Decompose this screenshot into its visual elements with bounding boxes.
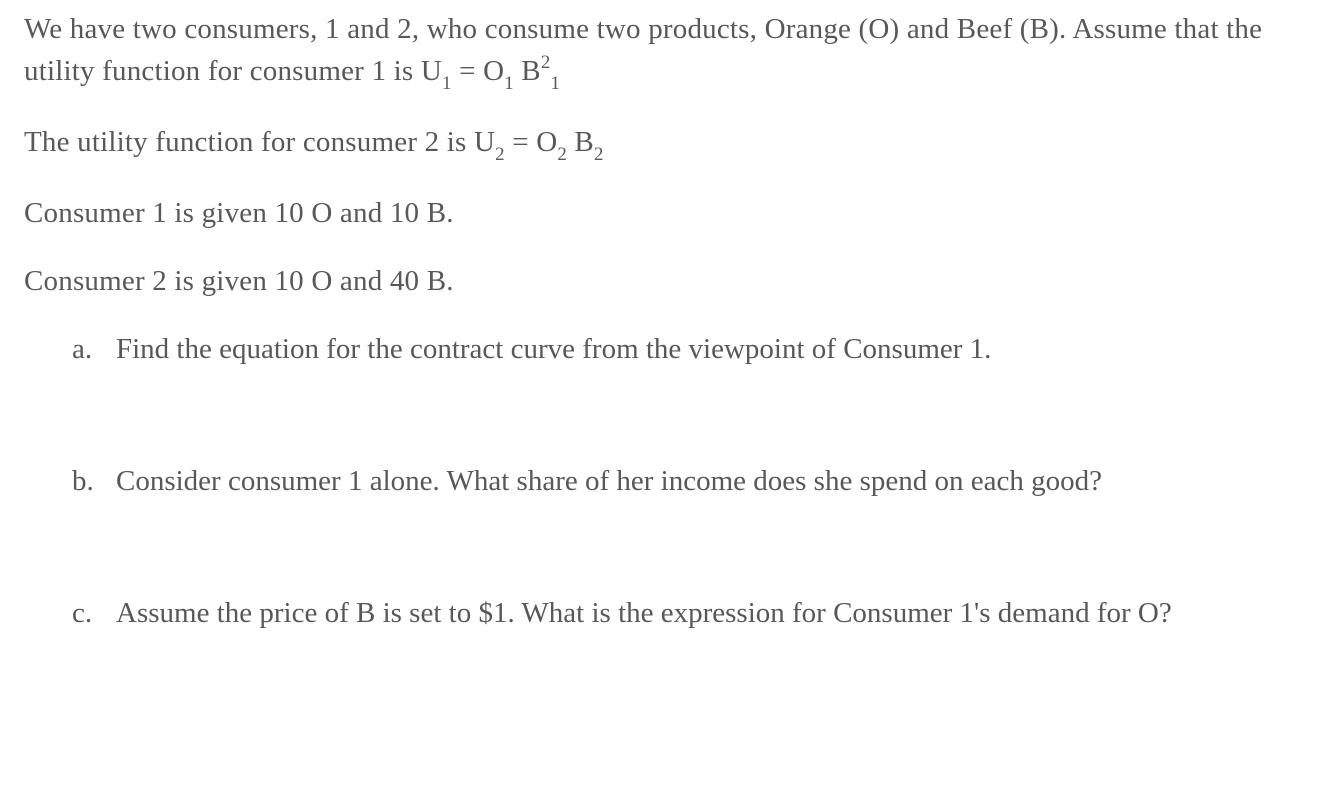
eq-u1-B: B bbox=[514, 55, 541, 87]
paragraph-intro-2: The utility function for consumer 2 is U… bbox=[24, 121, 1310, 166]
equation-u1: U1 = O1 B21 bbox=[421, 55, 560, 87]
eq-u2-eqO: = O bbox=[505, 126, 558, 158]
eq-u2-Osub: 2 bbox=[557, 144, 567, 165]
paragraph-endowment-1: Consumer 1 is given 10 O and 10 B. bbox=[24, 192, 1310, 234]
equation-u2: U2 = O2 B2 bbox=[474, 126, 604, 158]
eq-u2-B: B bbox=[567, 126, 594, 158]
eq-u2-Bsub: 2 bbox=[594, 144, 604, 165]
question-b-marker: b. bbox=[72, 460, 116, 502]
question-list: a. Find the equation for the contract cu… bbox=[24, 328, 1310, 634]
eq-u1-Osub: 1 bbox=[504, 73, 514, 94]
eq-u1-Usub: 1 bbox=[442, 73, 452, 94]
paragraph-intro-1: We have two consumers, 1 and 2, who cons… bbox=[24, 8, 1310, 95]
intro-1-text: We have two consumers, 1 and 2, who cons… bbox=[24, 13, 1262, 87]
intro-2-text: The utility function for consumer 2 is bbox=[24, 126, 474, 158]
eq-u1-U: U bbox=[421, 55, 442, 87]
eq-u1-Bsup: 2 bbox=[541, 52, 551, 73]
question-a: a. Find the equation for the contract cu… bbox=[72, 328, 1310, 370]
question-c-text: Assume the price of B is set to $1. What… bbox=[116, 592, 1172, 634]
question-c-marker: c. bbox=[72, 592, 116, 634]
question-b-text: Consider consumer 1 alone. What share of… bbox=[116, 460, 1102, 502]
eq-u2-U: U bbox=[474, 126, 495, 158]
question-a-text: Find the equation for the contract curve… bbox=[116, 328, 991, 370]
eq-u1-Bsub: 1 bbox=[550, 73, 560, 94]
eq-u2-Usub: 2 bbox=[495, 144, 505, 165]
document-page: We have two consumers, 1 and 2, who cons… bbox=[0, 0, 1334, 659]
eq-u1-eqO: = O bbox=[452, 55, 505, 87]
question-a-marker: a. bbox=[72, 328, 116, 370]
question-c: c. Assume the price of B is set to $1. W… bbox=[72, 592, 1310, 634]
paragraph-endowment-2: Consumer 2 is given 10 O and 40 B. bbox=[24, 260, 1310, 302]
question-b: b. Consider consumer 1 alone. What share… bbox=[72, 460, 1310, 502]
